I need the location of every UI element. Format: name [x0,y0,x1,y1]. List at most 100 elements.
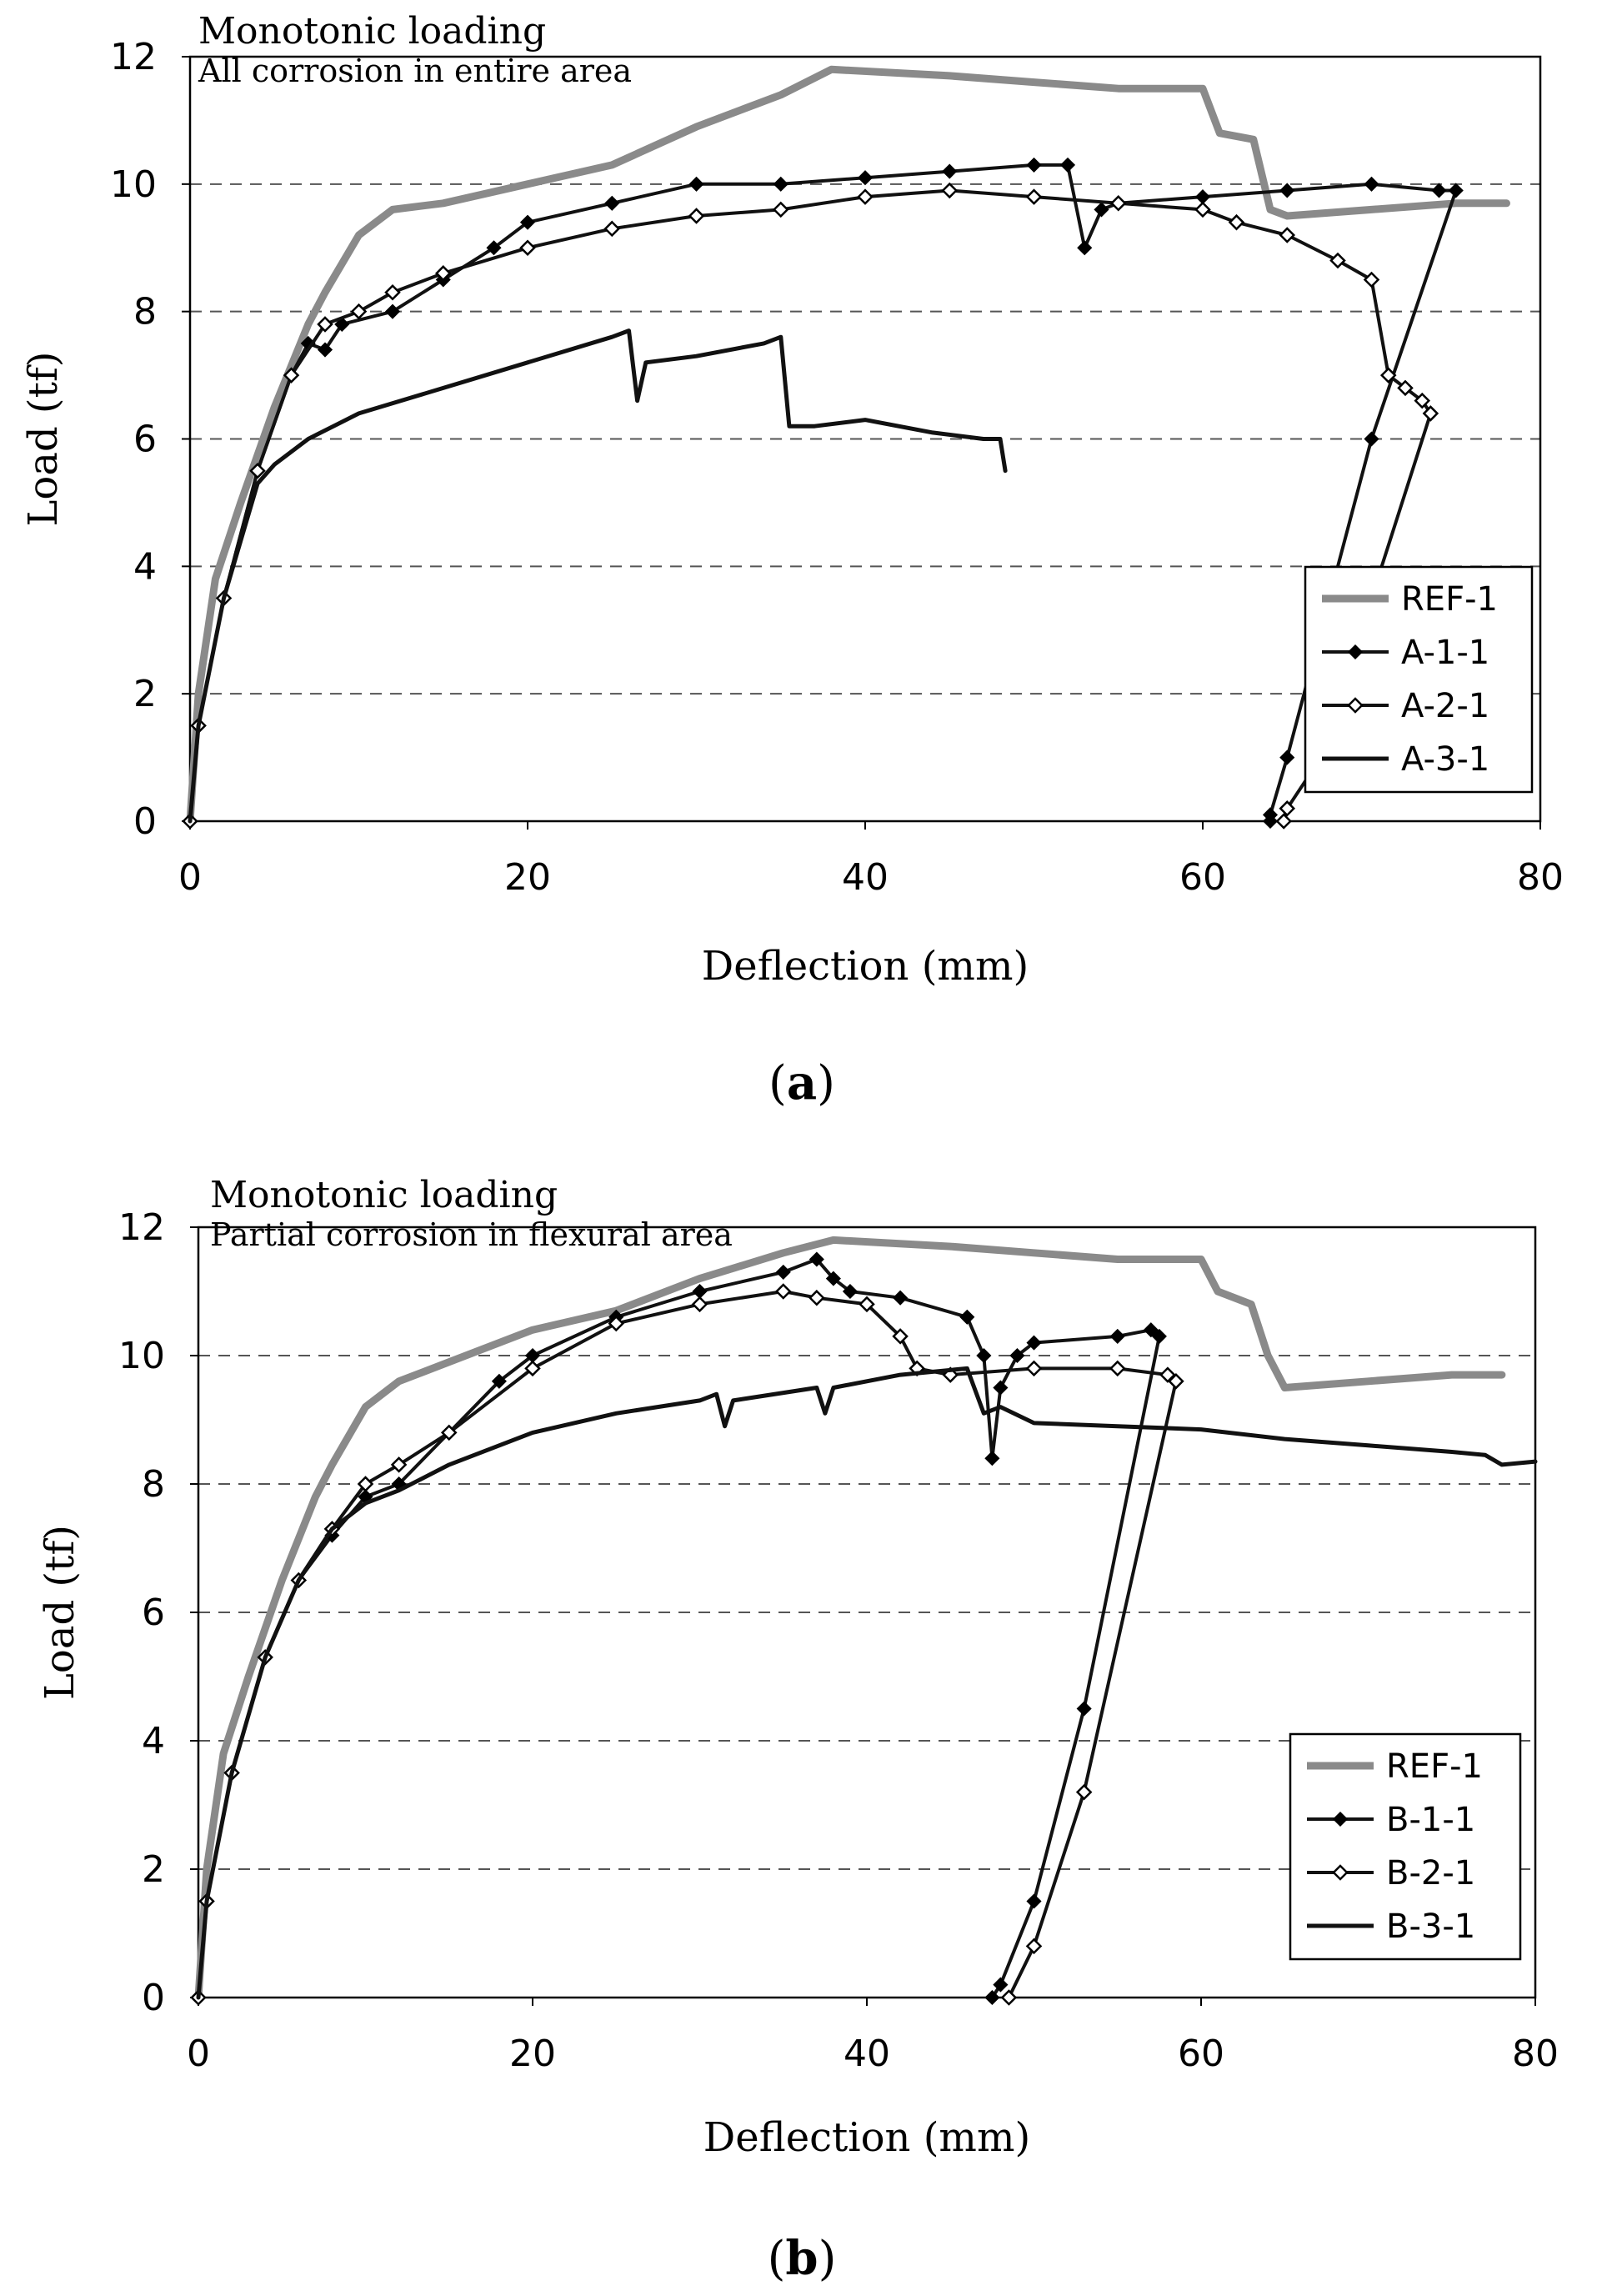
data-point [825,1271,841,1286]
legend-item: REF-1 [1307,1747,1483,1786]
data-point [440,1424,458,1441]
y-axis-label: Load (tf) [20,352,67,527]
data-point [809,1251,824,1267]
x-tick-label: 60 [1179,856,1226,899]
data-point [1076,1701,1092,1717]
data-point [993,1977,1009,1993]
y-tick-label: 0 [133,800,157,843]
y-tick-label: 12 [118,1206,165,1249]
data-point [842,1283,859,1300]
legend-label: REF-1 [1386,1747,1483,1786]
data-point [434,265,452,282]
data-point [1228,213,1245,231]
data-point [959,1309,975,1325]
data-point [976,1347,992,1364]
data-point [1397,379,1414,397]
legend-label: B-1-1 [1386,1801,1475,1839]
data-point [892,1328,909,1345]
legend: REF-1 B-1-1 B-2-1 B-3-1 [1289,1732,1522,1961]
data-point [357,1476,374,1492]
data-point [1329,252,1346,269]
caption-letter: a [787,1055,817,1110]
chart-panel-b: 0 2 4 6 8 10 12 0 20 40 60 80 Deflection (mm) Load (t… [37,1174,1559,2286]
legend: REF-1 A-1-1 A-2-1 A-3-1 [1304,565,1534,794]
caption-letter: b [785,2231,818,2286]
series-REF-1 [186,65,1510,825]
data-point [317,342,333,358]
series-B-1-1 [190,1251,1167,2006]
legend-label: A-1-1 [1401,634,1489,672]
legend-label: REF-1 [1401,580,1498,619]
y-tick-label: 4 [142,1720,165,1762]
data-point [809,1289,825,1306]
data-point [993,1380,1009,1396]
data-point [1009,1347,1025,1364]
data-point [1026,1893,1042,1909]
data-point [1109,1328,1125,1344]
legend-box [1304,565,1534,794]
caption-close-paren: ) [817,1056,835,1110]
data-point [1075,1783,1093,1801]
data-point [1414,392,1431,409]
panel-caption: (b) [768,2231,837,2286]
data-point [893,1290,909,1306]
data-point [1279,800,1296,817]
data-point [1262,813,1279,830]
y-axis-label: Load (tf) [37,1525,83,1700]
legend-item: A-2-1 [1322,687,1489,725]
data-point [390,1456,408,1473]
x-tick-label: 20 [504,856,551,899]
x-tick-label: 80 [1512,2033,1559,2075]
legend-marker [1332,1864,1349,1881]
data-point [604,195,620,211]
series-A-2-1 [182,182,1439,830]
legend-label: A-2-1 [1401,687,1489,725]
y-tick-label: 12 [110,36,157,78]
legend-item: B-2-1 [1307,1854,1475,1892]
legend-item: REF-1 [1322,580,1498,619]
data-point [486,240,502,256]
data-point [1275,813,1292,830]
data-point [1194,201,1211,218]
y-tick-label: 6 [142,1592,165,1634]
caption-open-paren: ( [768,1056,787,1110]
chart-title: Monotonic loading [210,1174,558,1216]
data-point [772,201,789,218]
data-point [350,303,368,320]
series-A-1-1 [182,157,1464,830]
y-tick-label: 2 [133,673,157,715]
data-point [317,316,333,333]
data-point [688,208,705,224]
legend-item: B-1-1 [1307,1801,1475,1839]
data-point [491,1373,507,1389]
data-point [519,214,536,230]
data-point [691,1296,708,1313]
legend-item: B-3-1 [1307,1907,1475,1946]
legend-label: B-3-1 [1386,1907,1475,1946]
panel-caption: (a) [768,1055,835,1110]
y-tick-label: 6 [133,419,157,461]
series-A-3-1 [188,328,1008,824]
legend-marker [1332,1811,1349,1827]
data-point [1363,271,1380,288]
series-REF-1 [194,1236,1506,2002]
x-axis-label: Deflection (mm) [703,2114,1030,2161]
data-point [608,1315,625,1332]
data-point [984,1451,1000,1466]
chart-panel-a: 0 2 4 6 8 10 12 0 20 40 60 80 Deflection (mm) Load (t… [20,10,1564,1110]
data-point [519,239,536,257]
series-line [197,1290,1178,1999]
x-tick-label: 80 [1517,856,1564,899]
data-point [1094,202,1109,218]
y-tick-label: 10 [110,163,157,206]
x-axis-label: Deflection (mm) [702,943,1029,990]
series-line [186,65,1510,825]
caption-open-paren: ( [768,2232,786,2286]
data-point [1026,157,1042,173]
legend-label: A-3-1 [1401,740,1489,779]
data-point [1109,194,1127,212]
data-point [857,170,874,186]
y-tick-label: 4 [133,545,157,588]
data-point [774,1283,792,1300]
x-tick-label: 40 [844,2033,890,2075]
